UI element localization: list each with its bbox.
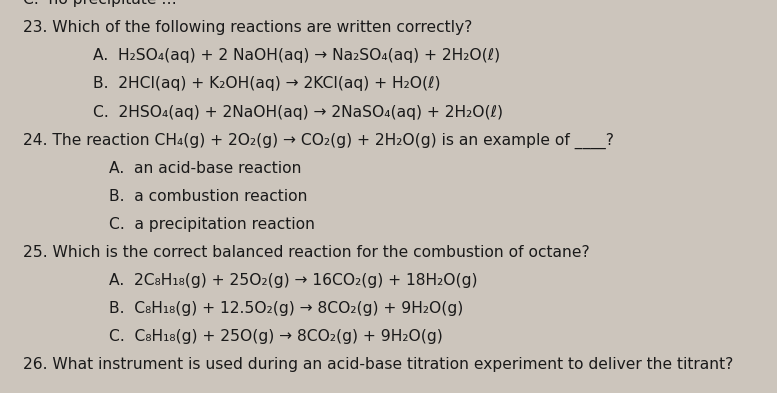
Text: A.  H₂SO₄(aq) + 2 NaOH(aq) → Na₂SO₄(aq) + 2H₂O(ℓ): A. H₂SO₄(aq) + 2 NaOH(aq) → Na₂SO₄(aq) +… — [93, 48, 500, 63]
Text: 24. The reaction CH₄(g) + 2O₂(g) → CO₂(g) + 2H₂O(g) is an example of ____?: 24. The reaction CH₄(g) + 2O₂(g) → CO₂(g… — [23, 132, 615, 149]
Text: C.  2HSO₄(aq) + 2NaOH(aq) → 2NaSO₄(aq) + 2H₂O(ℓ): C. 2HSO₄(aq) + 2NaOH(aq) → 2NaSO₄(aq) + … — [93, 105, 503, 119]
Text: C.  no precipitate …: C. no precipitate … — [23, 0, 177, 7]
Text: B.  2HCl(aq) + K₂OH(aq) → 2KCl(aq) + H₂O(ℓ): B. 2HCl(aq) + K₂OH(aq) → 2KCl(aq) + H₂O(… — [93, 76, 441, 92]
Text: A.  2C₈H₁₈(g) + 25O₂(g) → 16CO₂(g) + 18H₂O(g): A. 2C₈H₁₈(g) + 25O₂(g) → 16CO₂(g) + 18H₂… — [109, 273, 477, 288]
Text: C.  a precipitation reaction: C. a precipitation reaction — [109, 217, 315, 232]
Text: 26. What instrument is used during an acid-base titration experiment to deliver : 26. What instrument is used during an ac… — [23, 357, 733, 373]
Text: 23. Which of the following reactions are written correctly?: 23. Which of the following reactions are… — [23, 20, 472, 35]
Text: 25. Which is the correct balanced reaction for the combustion of octane?: 25. Which is the correct balanced reacti… — [23, 245, 590, 260]
Text: C.  C₈H₁₈(g) + 25O(g) → 8CO₂(g) + 9H₂O(g): C. C₈H₁₈(g) + 25O(g) → 8CO₂(g) + 9H₂O(g) — [109, 329, 443, 344]
Text: B.  C₈H₁₈(g) + 12.5O₂(g) → 8CO₂(g) + 9H₂O(g): B. C₈H₁₈(g) + 12.5O₂(g) → 8CO₂(g) + 9H₂O… — [109, 301, 463, 316]
Text: B.  a combustion reaction: B. a combustion reaction — [109, 189, 307, 204]
Text: A.  an acid-base reaction: A. an acid-base reaction — [109, 161, 301, 176]
